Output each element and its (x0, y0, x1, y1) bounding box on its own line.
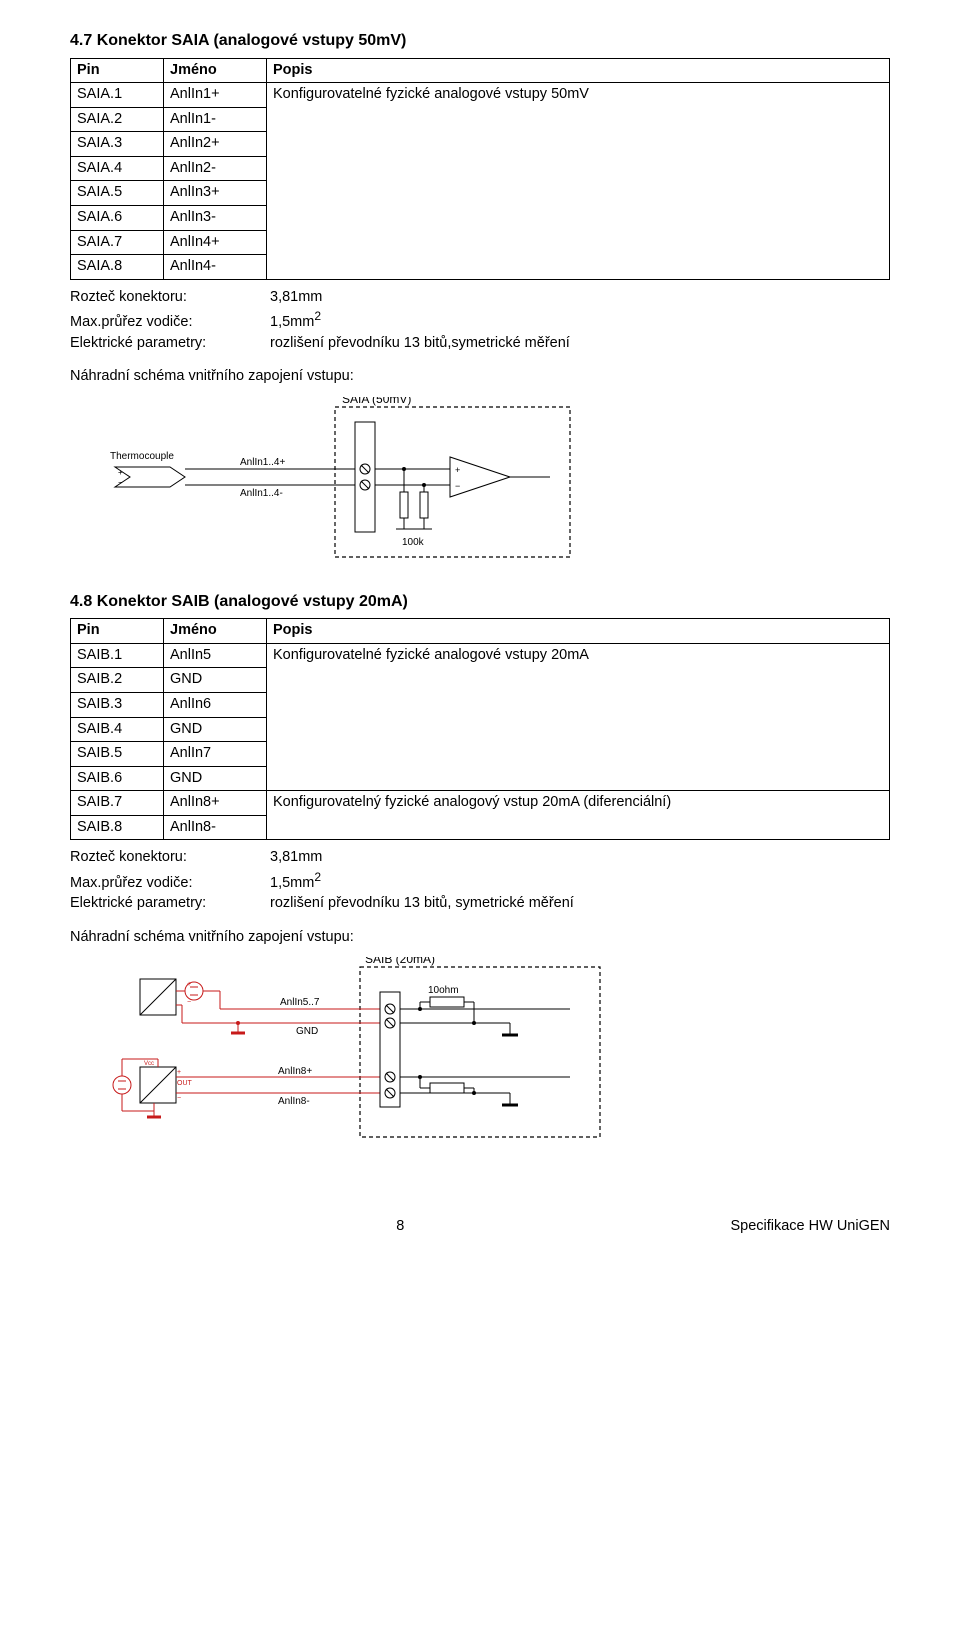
pitch-value: 3,81mm (270, 849, 322, 865)
col-pin: Pin (71, 619, 164, 644)
schematic-saia: SAIA (50mV) Thermocouple + − AnlIn1..4+ … (110, 397, 890, 567)
table-row: AnlIn4+ (164, 230, 267, 255)
table-row: SAIB.3 (71, 693, 164, 718)
table-row: SAIB.2 (71, 668, 164, 693)
table-row: AnlIn3+ (164, 181, 267, 206)
pitch-label: Rozteč konektoru: (70, 288, 270, 308)
svg-text:100k: 100k (402, 537, 425, 548)
doc-title: Specifikace HW UniGEN (730, 1217, 890, 1237)
table-saia: Pin Jméno Popis SAIA.1AnlIn1+Konfigurova… (70, 58, 890, 280)
col-desc: Popis (267, 58, 890, 83)
table-row: SAIB.7 (71, 791, 164, 816)
col-name: Jméno (164, 619, 267, 644)
pitch-label: Rozteč konektoru: (70, 848, 270, 868)
table-row: AnlIn1+ (164, 83, 267, 108)
elec-label: Elektrické parametry: (70, 334, 270, 354)
elec-value: rozlišení převodníku 13 bitů,symetrické … (270, 335, 570, 351)
svg-text:SAIB (20mA): SAIB (20mA) (365, 957, 435, 966)
table-row: AnlIn5 (164, 643, 267, 668)
wire-exp: 2 (314, 309, 321, 323)
table-row: SAIA.2 (71, 107, 164, 132)
table-row: SAIA.5 (71, 181, 164, 206)
svg-text:AnlIn8+: AnlIn8+ (278, 1066, 312, 1077)
table-row: AnlIn6 (164, 693, 267, 718)
params-saib: Rozteč konektoru:3,81mm Max.průřez vodič… (70, 848, 890, 914)
table-row: AnlIn1- (164, 107, 267, 132)
table-row: SAIB.5 (71, 742, 164, 767)
wire-exp: 2 (314, 870, 321, 884)
table-row: AnlIn2+ (164, 132, 267, 157)
table-row: SAIA.3 (71, 132, 164, 157)
wire-label: Max.průřez vodiče: (70, 874, 270, 894)
schem-head-47: Náhradní schéma vnitřního zapojení vstup… (70, 367, 890, 387)
schematic-saib: SAIB (20mA) + − AnlIn5..7 GND Vcc OUT + … (110, 957, 890, 1147)
svg-text:−: − (177, 1095, 181, 1102)
schem-head-48: Náhradní schéma vnitřního zapojení vstup… (70, 928, 890, 948)
heading-4-7: 4.7 Konektor SAIA (analogové vstupy 50mV… (70, 30, 890, 52)
svg-text:AnlIn8-: AnlIn8- (278, 1096, 310, 1107)
table-row: AnlIn2- (164, 156, 267, 181)
table-saib: Pin Jméno Popis SAIB.1AnlIn5Konfigurovat… (70, 618, 890, 840)
table-row: GND (164, 717, 267, 742)
svg-text:AnlIn1..4-: AnlIn1..4- (240, 488, 283, 499)
table-row: SAIB.8 (71, 815, 164, 840)
wire-label: Max.průřez vodiče: (70, 313, 270, 333)
col-pin: Pin (71, 58, 164, 83)
schem-title: SAIA (50mV) (342, 397, 411, 406)
svg-text:−: − (455, 481, 460, 491)
svg-text:Vcc: Vcc (144, 1061, 154, 1067)
svg-text:+: + (455, 465, 460, 475)
table-row: AnlIn8- (164, 815, 267, 840)
col-desc: Popis (267, 619, 890, 644)
svg-text:OUT: OUT (177, 1080, 193, 1087)
svg-text:+: + (118, 468, 123, 477)
table-row: SAIA.1 (71, 83, 164, 108)
col-name: Jméno (164, 58, 267, 83)
svg-text:AnlIn5..7: AnlIn5..7 (280, 997, 320, 1008)
svg-text:GND: GND (296, 1026, 318, 1037)
table-row: SAIA.6 (71, 205, 164, 230)
table-row: SAIB.1 (71, 643, 164, 668)
elec-label: Elektrické parametry: (70, 894, 270, 914)
svg-text:+: + (187, 981, 191, 988)
svg-text:−: − (118, 478, 123, 487)
table-row: SAIB.6 (71, 766, 164, 791)
svg-text:−: − (187, 999, 191, 1006)
wire-value: 1,5mm (270, 314, 314, 330)
svg-text:10ohm: 10ohm (428, 985, 459, 996)
wire-value: 1,5mm (270, 875, 314, 891)
table-row: SAIA.4 (71, 156, 164, 181)
table-row: SAIB.4 (71, 717, 164, 742)
table-row: AnlIn4- (164, 255, 267, 280)
table-row: AnlIn3- (164, 205, 267, 230)
table-desc: Konfigurovatelné fyzické analogové vstup… (267, 83, 890, 280)
table-row: AnlIn8+ (164, 791, 267, 816)
table-row: SAIA.7 (71, 230, 164, 255)
pitch-value: 3,81mm (270, 289, 322, 305)
table-row: AnlIn7 (164, 742, 267, 767)
heading-4-8: 4.8 Konektor SAIB (analogové vstupy 20mA… (70, 591, 890, 613)
table-desc: Konfigurovatelné fyzické analogové vstup… (267, 643, 890, 790)
table-desc: Konfigurovatelný fyzické analogový vstup… (267, 791, 890, 840)
thermocouple-label: Thermocouple (110, 451, 174, 462)
svg-text:+: + (177, 1069, 181, 1076)
table-row: GND (164, 766, 267, 791)
page-number: 8 (396, 1217, 404, 1237)
svg-text:AnlIn1..4+: AnlIn1..4+ (240, 457, 285, 468)
elec-value: rozlišení převodníku 13 bitů, symetrické… (270, 895, 574, 911)
params-saia: Rozteč konektoru:3,81mm Max.průřez vodič… (70, 288, 890, 354)
table-row: GND (164, 668, 267, 693)
table-row: SAIA.8 (71, 255, 164, 280)
